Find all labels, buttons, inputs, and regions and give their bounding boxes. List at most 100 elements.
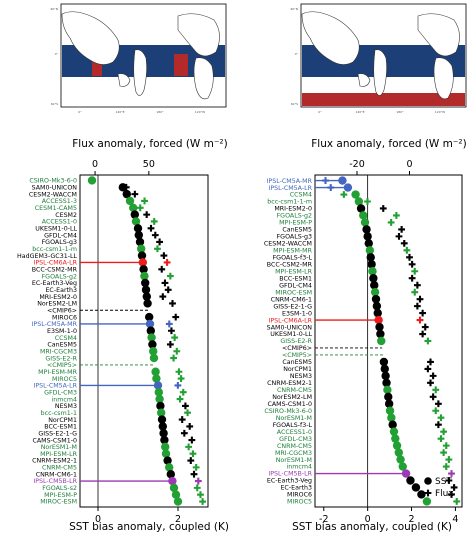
panel-1-sst-point-sam0-unicon	[375, 322, 384, 332]
panel-0-model-label-gfdl-cm3: GFDL-CM3	[44, 389, 77, 396]
panel-0-flux-point-bcc-csm1-1	[184, 409, 191, 417]
panel-0-flux-point-ec-earth3	[164, 286, 172, 294]
panel-1-sst-point-miroc5	[422, 497, 432, 506]
panel-0-flux-point-ipsl-cm6a-lr	[163, 259, 171, 266]
panel-1-sst-point-miroc6	[417, 490, 426, 499]
panel-0-sst-point-ipsl-cm6a-lr	[138, 258, 147, 267]
panel-1-flux-point-ccsm4	[340, 191, 348, 198]
panel-0-sst-point-bcc-esm1	[158, 422, 167, 431]
panel-0-model-label-ipsl-cm5a-lr: IPSL-CM5A-LR	[34, 383, 78, 390]
panel-0-sst-point-miroc-esm	[173, 497, 183, 506]
panel-0-flux-point-cesm1-cam5	[136, 204, 144, 212]
panel-0-flux-point-hadgem3-gc31-ll	[160, 252, 168, 260]
panel-0-sst-point-ipsl-cm5b-lr	[168, 476, 177, 486]
panel-1-sst-point-mpi-esm-lr	[368, 267, 377, 276]
panel-0-model-label-inmcm4: inmcm4	[52, 396, 77, 403]
panel-0-sst-point-access1-0	[131, 217, 141, 226]
panel-0-sst-point-fgoals-g2	[140, 271, 149, 281]
panel-1-xtick-label-0: -2	[319, 514, 328, 525]
panel-1-model-label-cams-csm1-0: CAMS-CSM1-0	[267, 401, 312, 408]
panel-1-xtick-label-2: 2	[409, 514, 415, 525]
panel-1-sst-point-cnrm-cm5	[392, 441, 402, 450]
left-x-axis-label: SST bias anomaly, coupled (K)	[69, 521, 229, 533]
panel-1-model-label-miroc-esm: MIROC-ESM	[275, 289, 312, 296]
panel-0-sst-point-cnrm-cm5	[165, 463, 174, 472]
panel-1-flux-point-ipsl-cm5a-mr	[322, 177, 329, 184]
panel-0-sst-point-miroc6	[145, 312, 154, 322]
panel-1-flux-point-fgoals-g3	[395, 232, 403, 240]
panel-0-flux-point-fgoals-s2	[193, 484, 201, 492]
panel-1-flux-point-sam0-unicon	[421, 323, 429, 331]
panel-0-model-label-ec-earth3: EC-Earth3	[45, 287, 77, 294]
panel-0-flux-point-gfdl-cm3	[179, 388, 187, 396]
panel-0-sst-point-hadgem3-gc31-ll	[137, 251, 147, 260]
panel-1-flux-point-gfdl-cm4	[413, 281, 421, 289]
panel-0-model-label--cmip5-: <CMIP5>	[47, 362, 77, 369]
panel-0-flux-point-bcc-csm1-1-m	[154, 245, 161, 253]
panel-1-sst-point-fgoals-g2	[359, 211, 368, 220]
panel-0-toptick-label-1: 50	[143, 159, 155, 170]
panel-0-model-label-cesm2-waccm: CESM2-WACCM	[29, 191, 77, 198]
panel-1-model-label-miroc5: MIROC5	[287, 499, 312, 506]
panel-0-flux-point-cesm2	[143, 211, 151, 219]
panel-0-flux-point-fgoals-g2	[166, 272, 174, 280]
panel-0-sst-point-ipsl-cm5a-mr	[145, 319, 155, 329]
panel-0-flux-point-ipsl-cm5a-mr	[165, 320, 173, 328]
panel-1-model-label-norcpm1: NorCPM1	[283, 366, 312, 373]
panel-1-flux-point-mri-cgcm3	[440, 449, 448, 456]
panel-1-flux-point-mpi-esm-lr	[411, 267, 419, 275]
left-plot-frame	[79, 174, 209, 508]
panel-0-flux-point-noresm2-lm	[169, 300, 176, 307]
svg-text:0°: 0°	[55, 52, 59, 56]
panel-1-model-label--cmip6-: <CMIP6>	[282, 345, 312, 352]
panel-0-sst-point-mri-esm2-0	[142, 292, 151, 301]
panel-1-sst-point-mpi-esm-p	[360, 218, 370, 227]
panel-1-sst-point-noresm1-m	[387, 413, 396, 422]
panel-0-model-label-ccsm4: CCSM4	[55, 335, 77, 342]
panel-0-model-label-sam0-unicon: SAM0-UNICON	[32, 184, 78, 191]
panel-1-model-label-ec-earth3-veg: EC-Earth3-Veg	[267, 478, 312, 485]
panel-1-sst-point-cams-csm1-0	[384, 399, 394, 408]
panel-0-sst-point-ccsm4	[147, 333, 156, 342]
panel-0-model-label-ipsl-cm5a-mr: IPSL-CM5A-MR	[32, 321, 78, 328]
panel-1-flux-point-access1-0	[440, 428, 448, 436]
panel-1-model-label-csiro-mk3-6-0: CSIRO-Mk3-6-0	[264, 408, 312, 415]
panel-0-flux-point-fgoals-g3	[156, 238, 163, 246]
left-map-panel: 60°N 0° 60°S 0° 120°E 180° 120°W	[50, 3, 227, 114]
panel-1-sst-point-bcc-csm2-mr	[367, 260, 376, 269]
panel-1-model-label-fgoals-g3: FGOALS-g3	[277, 234, 312, 241]
panel-1-model-label-e3sm-1-0: E3SM-1-0	[282, 310, 312, 317]
panel-1-toptick-label-0: -20	[349, 159, 365, 170]
panel-0-sst-point-cnrm-cm6-1	[166, 470, 175, 479]
panel-0-sst-point-noresm2-lm	[143, 299, 152, 308]
panel-0-sst-point-mri-cgcm3	[149, 347, 158, 356]
panel-0-model-label--cmip6-: <CMIP6>	[47, 307, 77, 314]
panel-1-model-label-cesm2-waccm: CESM2-WACCM	[264, 241, 312, 248]
panel-1-toptick-label-1: 0	[406, 159, 412, 170]
panel-0-model-label-canesm5: CanESM5	[47, 342, 77, 349]
panel-1-flux-point-cesm2-waccm	[400, 239, 408, 247]
panel-0-model-label-csiro-mk3-6-0: CSIRO-Mk3-6-0	[29, 178, 77, 185]
panel-1-model-label-mri-cgcm3: MRI-CGCM3	[275, 450, 312, 457]
panel-1-sst-point-noresm1-m	[396, 455, 405, 464]
svg-text:60°S: 60°S	[291, 102, 298, 106]
panel-0-flux-point-norcpm1	[178, 416, 186, 423]
panel-0-sst-point-inmcm4	[155, 394, 164, 404]
panel-1-sst-point-ukesm1-0-ll	[376, 329, 385, 339]
panel-0-sst-point-cesm1-cam5	[129, 203, 138, 212]
panel-1-model-label-ipsl-cm6a-lr: IPSL-CM6A-LR	[269, 317, 313, 324]
panel-0-model-label-mri-cgcm3: MRI-CGCM3	[40, 348, 77, 355]
panel-0-sst-point-mpi-esm-mr	[151, 367, 160, 376]
panel-1-sst-point-ipsl-cm5b-lr	[401, 469, 411, 478]
panel-0-sst-point-mpi-esm-lr	[161, 449, 171, 458]
panel-0-flux-point-gfdl-cm4	[151, 231, 159, 239]
panel-0-flux-point-bcc-esm1	[186, 422, 194, 430]
panel-1-model-label-bcc-csm1-1-m: bcc-csm1-1-m	[267, 199, 312, 206]
panel-0-flux-point-cnrm-cm5	[192, 463, 200, 471]
panel-0-sst-point-fgoals-g3	[135, 237, 145, 247]
svg-text:60°N: 60°N	[290, 7, 298, 11]
svg-text:120°W: 120°W	[435, 110, 445, 114]
panel-0-flux-point-sam0-unicon	[122, 183, 130, 191]
panel-1-model-label-sam0-unicon: SAM0-UNICON	[267, 324, 313, 331]
panel-1-model-label-access1-0: ACCESS1-0	[277, 429, 312, 436]
